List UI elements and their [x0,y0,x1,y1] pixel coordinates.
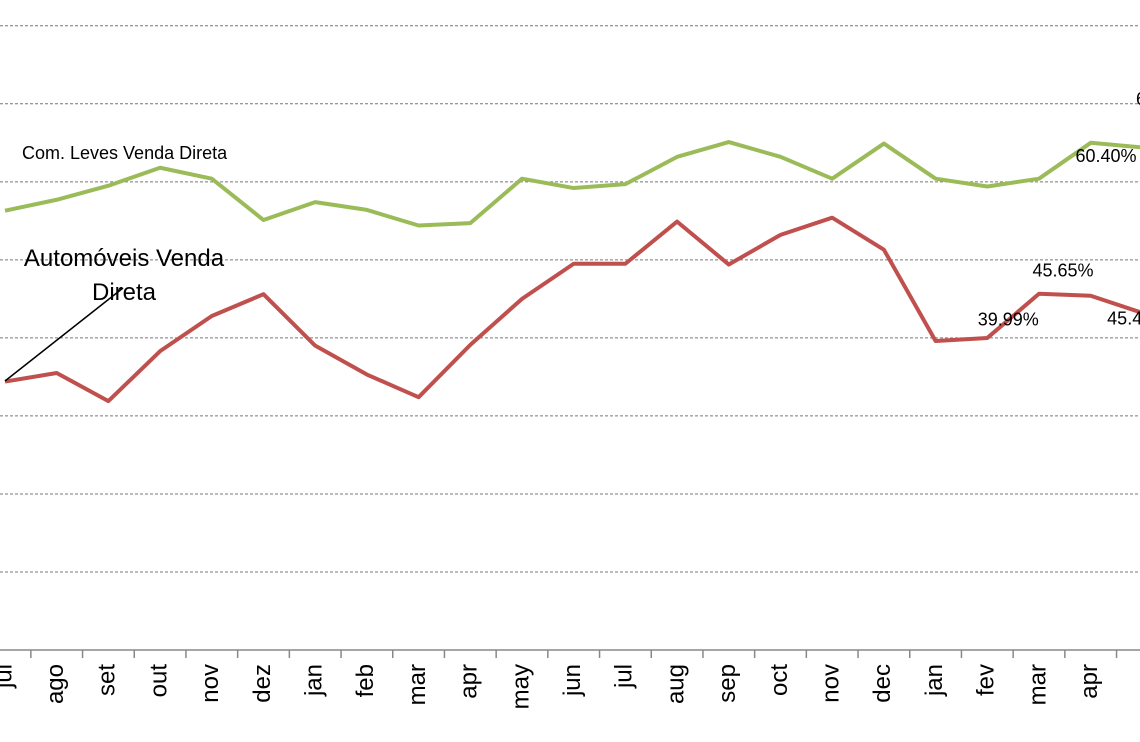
x-tick-label: mar [404,664,431,705]
x-tick-label: apr [1076,664,1103,699]
x-tick-label: jan [301,664,328,697]
x-tick-label: sep [714,664,741,703]
x-tick-label: aug [662,664,689,704]
x-tick-label: jul [0,664,17,689]
x-tick-label: oct [766,664,793,696]
x-tick-label: dec [869,664,896,703]
x-tick-label: set [94,664,121,696]
x-tick-label: dez [249,664,276,703]
x-tick-label: ago [42,664,69,704]
series-line [4,140,1140,228]
x-tick-label: jul [611,664,638,689]
series-line [4,215,1140,404]
annotation: 60.40% [1075,146,1136,166]
x-tick-label: jan [921,664,948,697]
x-tick-label: nov [818,664,845,703]
data-label: 45.4 [1107,308,1140,328]
x-tick-label: fev [973,664,1000,696]
data-label: 45.65% [1032,261,1093,281]
x-tick-label: apr [456,664,483,699]
data-label: 39.99% [978,310,1039,330]
series-label: Automóveis Venda Direta [24,245,225,306]
x-tick-label: nov [197,664,224,703]
x-tick-label: out [145,664,172,698]
x-tick-label: feb [352,664,379,697]
x-tick-label: may [507,664,534,709]
series-label: Com. Leves Venda Direta [22,143,228,163]
x-tick-label: mar [1024,664,1051,705]
x-tick-label: jun [559,664,586,697]
annotation: 6 [1136,89,1140,109]
leader-line [4,287,124,382]
